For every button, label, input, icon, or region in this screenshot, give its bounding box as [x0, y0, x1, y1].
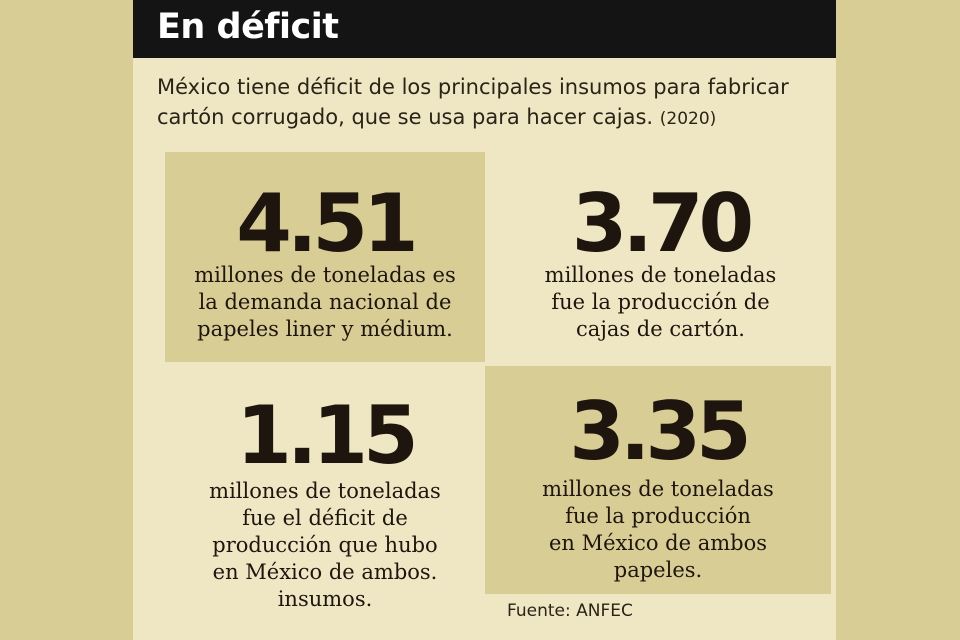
stat-description: millones de toneladas es la demanda naci…	[165, 262, 485, 343]
stat-line: papeles.	[613, 558, 703, 582]
intro-line-2: cartón corrugado, que se usa para hacer …	[157, 105, 654, 129]
stat-line: fue el déficit de	[242, 506, 408, 530]
stat-box-production: 3.70 millones de toneladas fue la produc…	[485, 152, 836, 362]
stat-production-deficit: 1.15 millones de toneladas fue el défici…	[165, 362, 485, 640]
stat-line: millones de toneladas es	[194, 263, 456, 287]
stat-national-demand: 4.51 millones de toneladas es la demanda…	[165, 152, 485, 362]
stat-description: millones de toneladas fue la producción …	[485, 476, 831, 584]
stat-line: la demanda nacional de	[198, 290, 452, 314]
stat-description: millones de toneladas fue el déficit de …	[165, 478, 485, 613]
infographic-panel: En déficit México tiene déficit de los p…	[133, 0, 836, 640]
intro-text: México tiene déficit de los principales …	[157, 72, 817, 134]
source-credit: Fuente: ANFEC	[507, 601, 633, 621]
stat-line: insumos.	[277, 587, 373, 611]
intro-year: (2020)	[659, 109, 717, 129]
stat-line: producción que hubo	[212, 533, 438, 557]
stat-value: 1.15	[236, 389, 418, 482]
intro-line-1: México tiene déficit de los principales …	[157, 75, 789, 99]
stat-line: millones de toneladas	[542, 477, 774, 501]
stat-line: millones de toneladas	[209, 479, 441, 503]
stat-description: millones de toneladas fue la producción …	[485, 262, 836, 343]
infographic-title: En déficit	[157, 7, 339, 47]
stat-value: 3.35	[569, 385, 751, 478]
title-bar: En déficit	[133, 0, 836, 58]
stat-line: fue la producción	[565, 504, 751, 528]
stat-value: 3.70	[571, 177, 754, 270]
stat-line: cajas de cartón.	[576, 317, 745, 341]
stat-line: millones de toneladas	[544, 263, 777, 287]
stat-value: 4.51	[236, 177, 418, 270]
stat-line: en México de ambos	[548, 531, 768, 555]
stat-line: papeles liner y médium.	[197, 317, 453, 341]
stat-line: en México de ambos.	[212, 560, 438, 584]
stat-domestic-production: 3.35 millones de toneladas fue la produc…	[485, 366, 831, 594]
stat-line: fue la producción de	[551, 290, 770, 314]
